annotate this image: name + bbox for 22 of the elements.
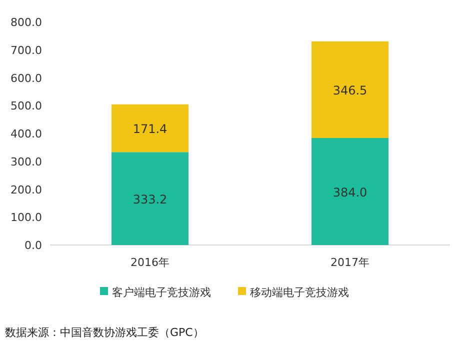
data-label: 333.2 — [132, 192, 168, 207]
y-tick-label: 600.0 — [10, 72, 42, 85]
data-label: 346.5 — [332, 84, 368, 98]
bar — [312, 41, 388, 138]
data-label: 171.4 — [132, 122, 168, 136]
bar — [312, 138, 388, 245]
x-tick-label: 2017年 — [330, 256, 370, 269]
y-tick-label: 0.0 — [24, 239, 42, 252]
legend-label: 移动端电子竞技游戏 — [250, 286, 349, 299]
y-tick-label: 300.0 — [10, 155, 42, 168]
y-tick-label: 500.0 — [10, 100, 42, 113]
legend-label: 客户端电子竞技游戏 — [112, 286, 211, 299]
data-label: 384.0 — [332, 185, 368, 200]
bar — [112, 104, 188, 152]
bar — [112, 152, 188, 245]
y-tick-label: 700.0 — [10, 44, 42, 57]
y-tick-label: 200.0 — [10, 183, 42, 196]
y-tick-label: 100.0 — [10, 211, 42, 224]
source-note: 数据来源：中国音数协游戏工委（GPC） — [5, 326, 204, 339]
y-tick-label: 400.0 — [10, 128, 42, 140]
y-tick-label: 800.0 — [10, 16, 42, 29]
x-tick-label: 2016年 — [130, 256, 170, 269]
